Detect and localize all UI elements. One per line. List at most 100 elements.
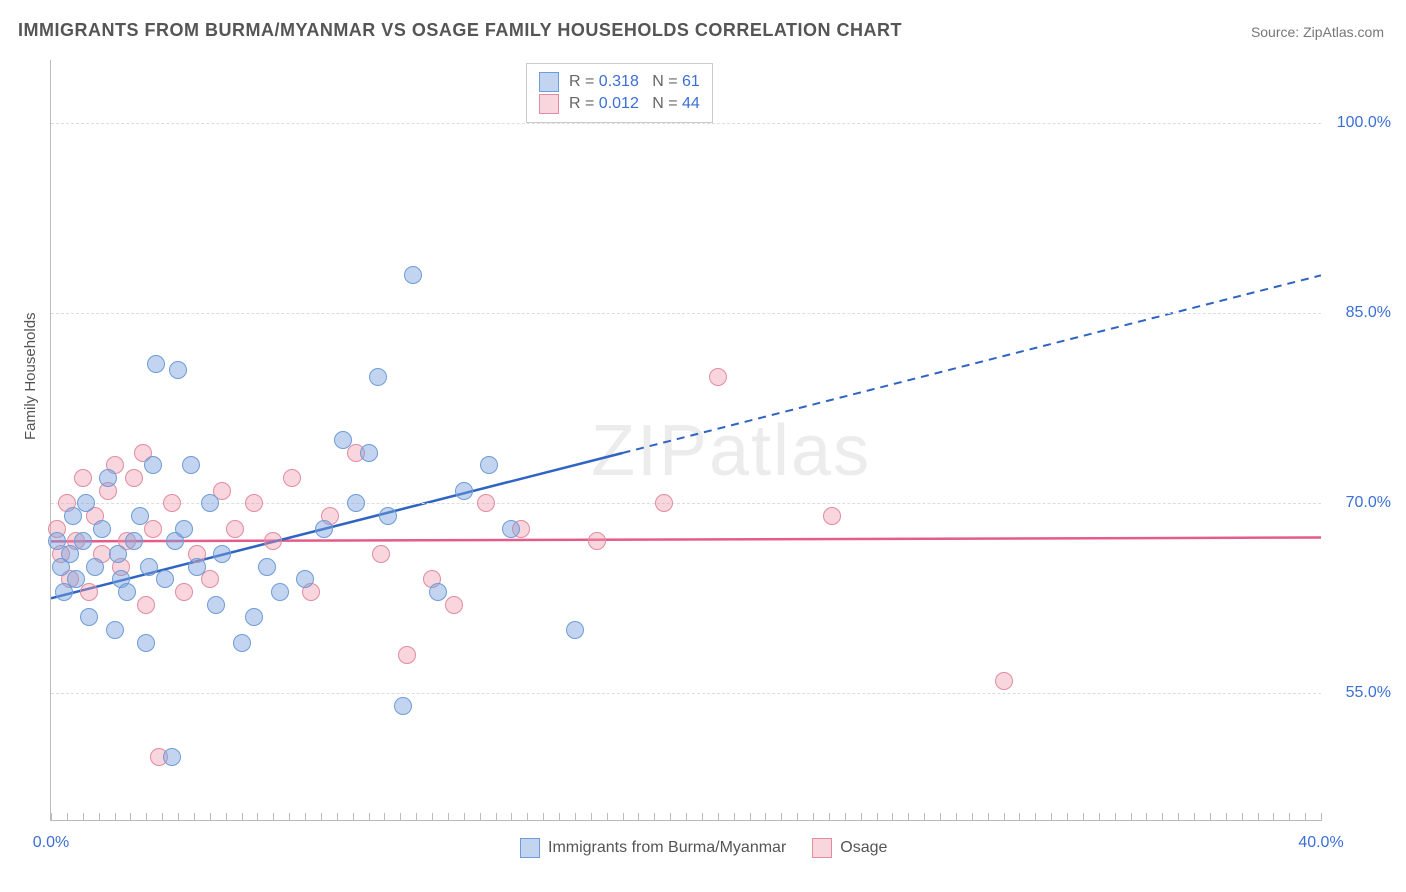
x-tick-mark — [1099, 813, 1100, 821]
x-tick-mark — [1051, 813, 1052, 821]
x-tick-mark — [956, 813, 957, 821]
scatter-dot-series-b — [264, 532, 282, 550]
x-tick-mark — [1258, 813, 1259, 821]
scatter-dot-series-a — [201, 494, 219, 512]
x-tick-mark — [591, 813, 592, 821]
scatter-dot-series-a — [137, 634, 155, 652]
chart-title: IMMIGRANTS FROM BURMA/MYANMAR VS OSAGE F… — [18, 20, 902, 41]
x-tick-mark — [861, 813, 862, 821]
x-tick-mark — [750, 813, 751, 821]
scatter-dot-series-a — [347, 494, 365, 512]
x-tick-mark — [1242, 813, 1243, 821]
x-tick-mark — [988, 813, 989, 821]
x-tick-mark — [448, 813, 449, 821]
scatter-dot-series-b — [372, 545, 390, 563]
x-tick-mark — [67, 813, 68, 821]
scatter-dot-series-a — [86, 558, 104, 576]
x-tick-mark — [1067, 813, 1068, 821]
legend-swatch — [812, 838, 832, 858]
x-tick-mark — [194, 813, 195, 821]
scatter-dot-series-b — [175, 583, 193, 601]
x-tick-mark — [115, 813, 116, 821]
x-tick-mark — [559, 813, 560, 821]
x-tick-mark — [940, 813, 941, 821]
x-tick-mark — [210, 813, 211, 821]
x-tick-mark — [1305, 813, 1306, 821]
scatter-dot-series-b — [163, 494, 181, 512]
legend-series-label: Osage — [840, 839, 887, 857]
x-tick-mark — [781, 813, 782, 821]
scatter-dot-series-a — [106, 621, 124, 639]
x-tick-mark — [1131, 813, 1132, 821]
legend-series: Immigrants from Burma/MyanmarOsage — [520, 838, 887, 858]
chart-plot-area: ZIPatlas R = 0.318 N = 61R = 0.012 N = 4… — [50, 60, 1321, 821]
legend-swatch — [539, 72, 559, 92]
legend-swatch — [539, 94, 559, 114]
scatter-dot-series-a — [131, 507, 149, 525]
x-tick-mark — [321, 813, 322, 821]
scatter-dot-series-a — [182, 456, 200, 474]
x-tick-mark — [1162, 813, 1163, 821]
scatter-dot-series-b — [709, 368, 727, 386]
legend-swatch — [520, 838, 540, 858]
x-tick-mark — [877, 813, 878, 821]
x-tick-mark — [527, 813, 528, 821]
scatter-dot-series-a — [169, 361, 187, 379]
scatter-dot-series-a — [404, 266, 422, 284]
scatter-dot-series-a — [258, 558, 276, 576]
x-tick-mark — [400, 813, 401, 821]
x-tick-mark — [273, 813, 274, 821]
scatter-dot-series-a — [379, 507, 397, 525]
legend-series-item: Osage — [812, 838, 887, 858]
x-tick-mark — [337, 813, 338, 821]
x-tick-mark — [464, 813, 465, 821]
scatter-dot-series-b — [137, 596, 155, 614]
x-tick-mark — [702, 813, 703, 821]
scatter-dot-series-a — [175, 520, 193, 538]
scatter-dot-series-a — [156, 570, 174, 588]
x-tick-mark — [924, 813, 925, 821]
scatter-dot-series-a — [144, 456, 162, 474]
x-tick-mark — [1035, 813, 1036, 821]
scatter-dot-series-b — [588, 532, 606, 550]
scatter-dot-series-a — [369, 368, 387, 386]
y-tick-label: 70.0% — [1346, 494, 1391, 512]
scatter-dot-series-b — [245, 494, 263, 512]
x-tick-mark — [432, 813, 433, 821]
scatter-dot-series-a — [315, 520, 333, 538]
x-tick-mark — [1115, 813, 1116, 821]
scatter-dot-series-a — [566, 621, 584, 639]
x-tick-mark — [765, 813, 766, 821]
x-tick-mark — [908, 813, 909, 821]
page-root: IMMIGRANTS FROM BURMA/MYANMAR VS OSAGE F… — [0, 0, 1406, 892]
x-tick-mark — [226, 813, 227, 821]
scatter-dot-series-b — [445, 596, 463, 614]
regression-lines — [51, 60, 1321, 820]
scatter-dot-series-b — [655, 494, 673, 512]
scatter-dot-series-b — [823, 507, 841, 525]
x-tick-mark — [1321, 813, 1322, 821]
x-tick-mark — [1004, 813, 1005, 821]
x-tick-mark — [51, 813, 52, 821]
x-tick-mark — [242, 813, 243, 821]
scatter-dot-series-b — [80, 583, 98, 601]
y-gridline — [51, 313, 1321, 314]
x-tick-mark — [1019, 813, 1020, 821]
scatter-dot-series-a — [480, 456, 498, 474]
scatter-dot-series-b — [398, 646, 416, 664]
x-tick-mark — [1289, 813, 1290, 821]
x-tick-mark — [1210, 813, 1211, 821]
x-tick-mark — [369, 813, 370, 821]
scatter-dot-series-a — [245, 608, 263, 626]
legend-stats-text: R = 0.318 N = 61 — [569, 73, 700, 91]
x-tick-mark — [607, 813, 608, 821]
scatter-dot-series-a — [80, 608, 98, 626]
x-tick-mark — [638, 813, 639, 821]
scatter-dot-series-a — [93, 520, 111, 538]
x-tick-mark — [353, 813, 354, 821]
x-tick-mark — [1178, 813, 1179, 821]
scatter-dot-series-a — [163, 748, 181, 766]
legend-stats-box: R = 0.318 N = 61R = 0.012 N = 44 — [526, 63, 713, 123]
x-tick-mark — [1273, 813, 1274, 821]
x-tick-mark — [257, 813, 258, 821]
